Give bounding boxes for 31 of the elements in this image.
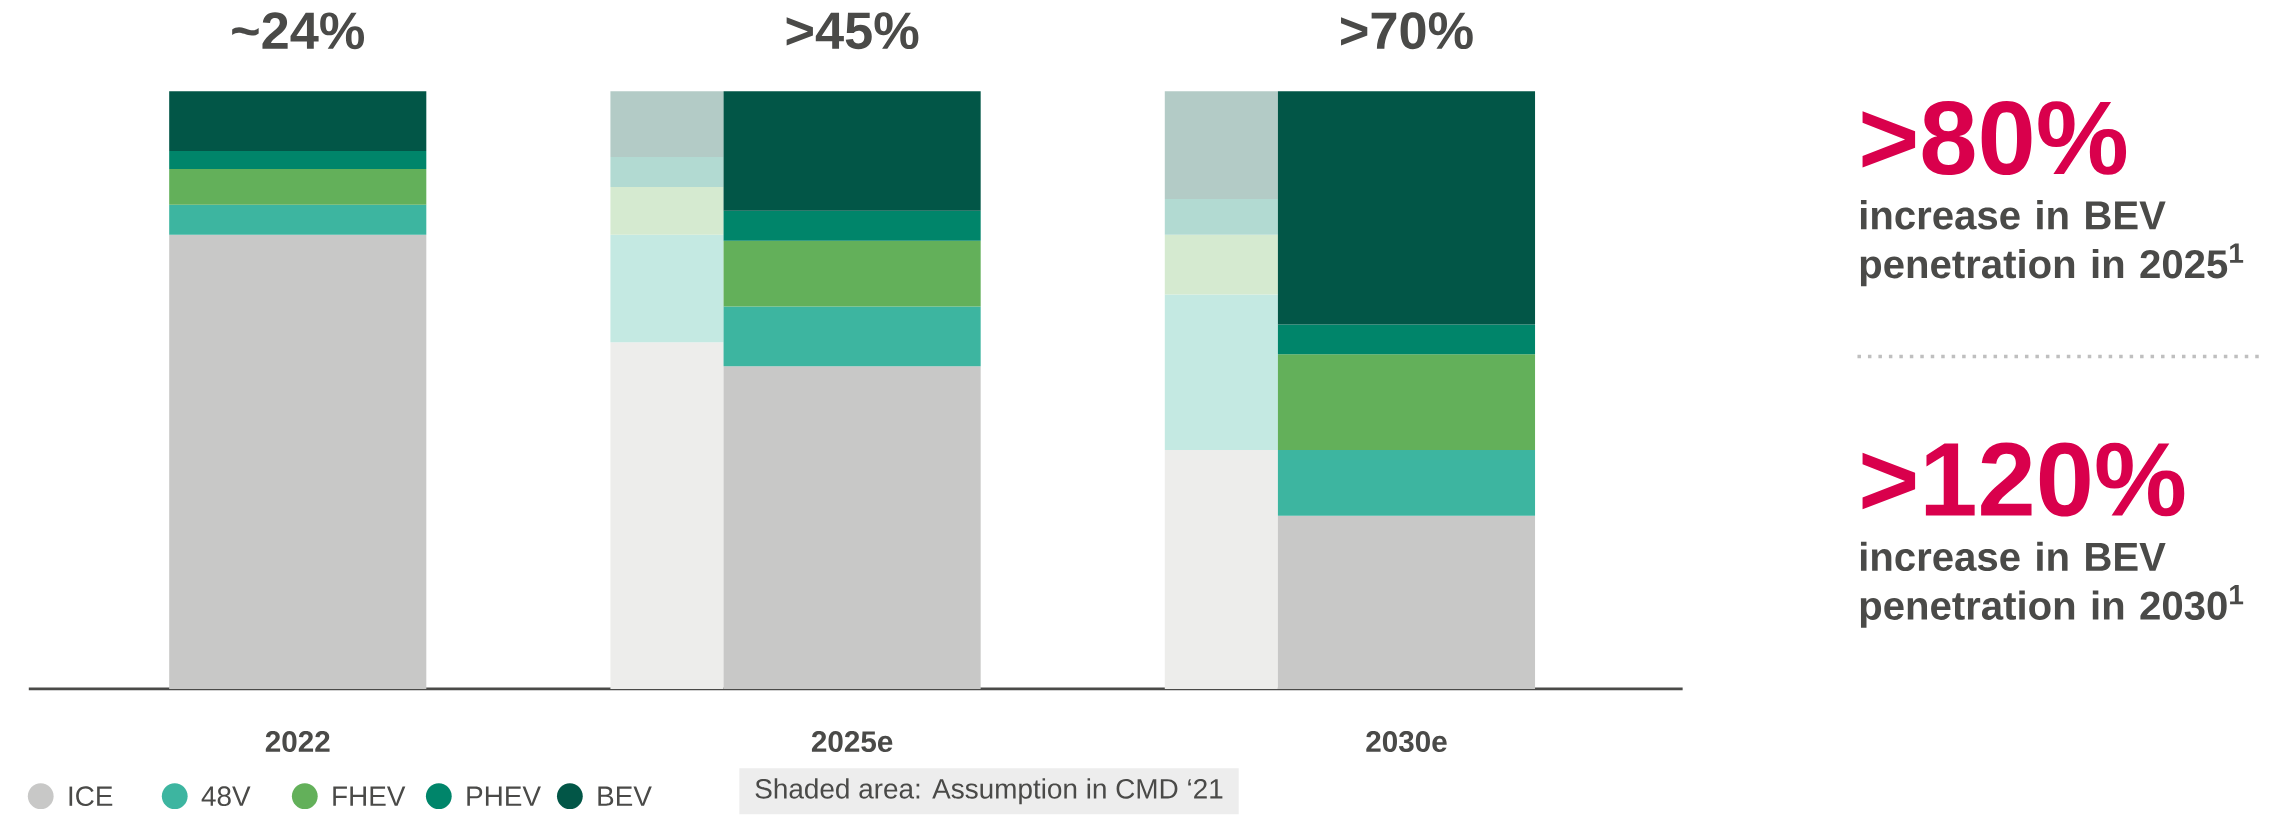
bar — [723, 210, 981, 241]
bar — [1277, 354, 1536, 451]
text: increase in BEV penetration in 2025$^{1}$ — [1860, 200, 2244, 287]
bar — [723, 366, 981, 690]
legend-label: BEV — [598, 786, 652, 806]
bar — [1277, 515, 1536, 690]
bar — [1277, 450, 1536, 516]
x-tick-label: 2030e — [1366, 731, 1447, 753]
bar — [723, 240, 981, 307]
bar — [1277, 324, 1536, 355]
annotation: ~24% — [232, 12, 365, 50]
legend-label: PHEV — [467, 786, 541, 806]
bar — [169, 205, 427, 235]
bar — [723, 91, 981, 211]
x-tick-label: 2025e — [811, 731, 893, 753]
legend-label: FHEV — [333, 786, 406, 806]
text: >80% — [1862, 101, 2127, 176]
bar — [169, 169, 427, 206]
annotation: >70% — [1341, 12, 1473, 50]
annotation: >45% — [786, 12, 919, 50]
bar — [169, 151, 427, 170]
legend-label: ICE — [69, 786, 113, 807]
bar — [169, 234, 427, 690]
text: Shaded area: Assumption in CMD ‘21 — [755, 778, 1223, 805]
x-tick-label: 2022 — [265, 731, 330, 753]
bar — [1277, 91, 1536, 325]
bar — [169, 91, 427, 152]
bar — [723, 306, 981, 367]
text: increase in BEV penetration in 2030$^{1}$ — [1860, 541, 2244, 628]
legend-label: 48V — [201, 786, 251, 807]
text: >120% — [1862, 442, 2185, 517]
